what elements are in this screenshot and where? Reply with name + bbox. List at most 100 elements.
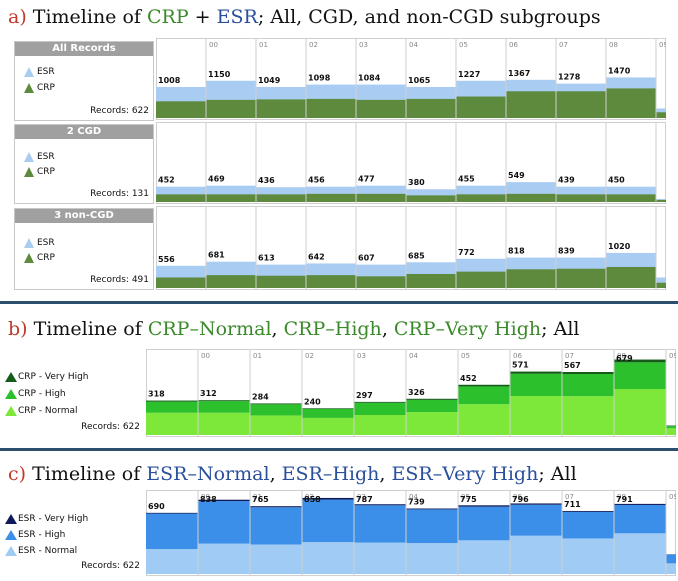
total-label: 818 [508, 247, 525, 256]
bar-segment [614, 503, 666, 505]
triangle-icon [5, 546, 17, 556]
chart-cgd: 452 469 436 456 477 380 455 549 439 450 [156, 122, 666, 204]
total-label: 1227 [458, 70, 480, 79]
section-divider [0, 448, 678, 451]
total-label: 326 [408, 388, 425, 397]
title-part: ; All [541, 318, 580, 340]
chart-all-records: 1008 00 1150 01 1049 02 1098 03 1084 04 1065 05 1227… [156, 38, 666, 120]
crp-area [206, 194, 256, 202]
crp-area [356, 276, 406, 288]
bar-segment [354, 505, 406, 543]
section-prefix: a) [8, 6, 33, 28]
legend-panel-all-records: All Records ESR CRP Records: 622 [14, 41, 154, 121]
bar-segment [198, 543, 250, 574]
legend-panel-non-cgd: 3 non-CGD ESR CRP Records: 491 [14, 208, 154, 290]
bar-segment [562, 372, 614, 374]
bar-segment [406, 543, 458, 574]
legend-panel-esr-levels: ESR - Very High ESR - High ESR - Normal … [0, 493, 142, 575]
period-label: 04 [409, 493, 418, 501]
total-label: 452 [460, 374, 477, 383]
crp-area [656, 112, 666, 118]
bar-segment [510, 535, 562, 574]
total-label: 455 [458, 175, 475, 184]
period-label: 02 [305, 493, 314, 501]
total-label: 679 [616, 354, 633, 363]
period-label: 05 [461, 352, 470, 360]
bar-segment [562, 374, 614, 397]
group-label: 3 non-CGD [15, 209, 153, 223]
crp-area [606, 266, 656, 288]
records-count: Records: 131 [90, 189, 149, 199]
period-label: 04 [409, 41, 418, 49]
triangle-icon [5, 406, 17, 416]
crp-area [156, 277, 206, 288]
crp-area [656, 282, 666, 288]
title-part: CRP–High [283, 318, 382, 340]
crp-area [406, 98, 456, 118]
crp-area [256, 99, 306, 118]
bar-segment [562, 396, 614, 435]
chart-non-cgd: 556 681 613 642 607 685 772 818 839 1020 [156, 206, 666, 290]
bar-segment [198, 499, 250, 502]
bar-segment [510, 396, 562, 435]
total-label: 450 [608, 176, 625, 185]
legend-panel-crp-levels: CRP - Very High CRP - High CRP - Normal … [0, 350, 142, 436]
total-label: 1098 [308, 74, 331, 83]
crp-area [206, 275, 256, 288]
bar-segment [302, 499, 354, 543]
bar-segment [146, 412, 198, 435]
records-count: Records: 622 [90, 106, 149, 116]
period-label: 03 [359, 41, 368, 49]
crp-area [506, 91, 556, 118]
bar-segment [354, 415, 406, 435]
triangle-icon [24, 83, 34, 93]
total-label: 567 [564, 361, 581, 370]
total-label: 1049 [258, 76, 281, 85]
bar-segment [458, 384, 510, 387]
group-label: All Records [15, 42, 153, 56]
bar-segment [614, 389, 666, 435]
title-part: , [379, 463, 392, 485]
period-label: 07 [559, 41, 568, 49]
bar-segment [458, 505, 510, 507]
triangle-icon [24, 167, 34, 177]
crp-area [356, 193, 406, 202]
total-label: 318 [148, 390, 165, 399]
bar-segment [406, 398, 458, 400]
crp-area [356, 99, 406, 118]
bar-segment [250, 404, 302, 416]
title-part: CRP–Normal [147, 318, 272, 340]
period-label: 08 [617, 493, 626, 501]
total-label: 711 [564, 500, 581, 509]
title-part: Timeline of [32, 463, 147, 485]
total-label: 312 [200, 389, 217, 398]
bar-segment [250, 506, 302, 508]
triangle-icon [5, 372, 17, 382]
bar-segment [250, 403, 302, 405]
total-label: 380 [408, 178, 425, 187]
total-label: 1084 [358, 74, 381, 83]
total-label: 1278 [558, 73, 581, 82]
total-label: 1367 [508, 69, 530, 78]
triangle-icon [24, 253, 34, 263]
total-label: 456 [308, 176, 325, 185]
bar-segment [198, 401, 250, 413]
period-label: 00 [201, 352, 210, 360]
period-label: 04 [409, 352, 418, 360]
bar-segment [354, 401, 406, 403]
crp-area [456, 96, 506, 118]
bar-segment [406, 412, 458, 435]
period-label: 00 [209, 41, 218, 49]
total-label: 787 [356, 495, 373, 504]
period-label: 03 [357, 493, 366, 501]
crp-area [606, 88, 656, 118]
title-part: ESR–Normal [146, 463, 270, 485]
triangle-icon [24, 152, 34, 162]
total-label: 477 [358, 175, 375, 184]
total-label: 765 [252, 495, 269, 504]
crp-area [556, 194, 606, 202]
title-part: ESR [216, 6, 258, 28]
period-label: 02 [305, 352, 314, 360]
period-label: 00 [201, 493, 210, 501]
